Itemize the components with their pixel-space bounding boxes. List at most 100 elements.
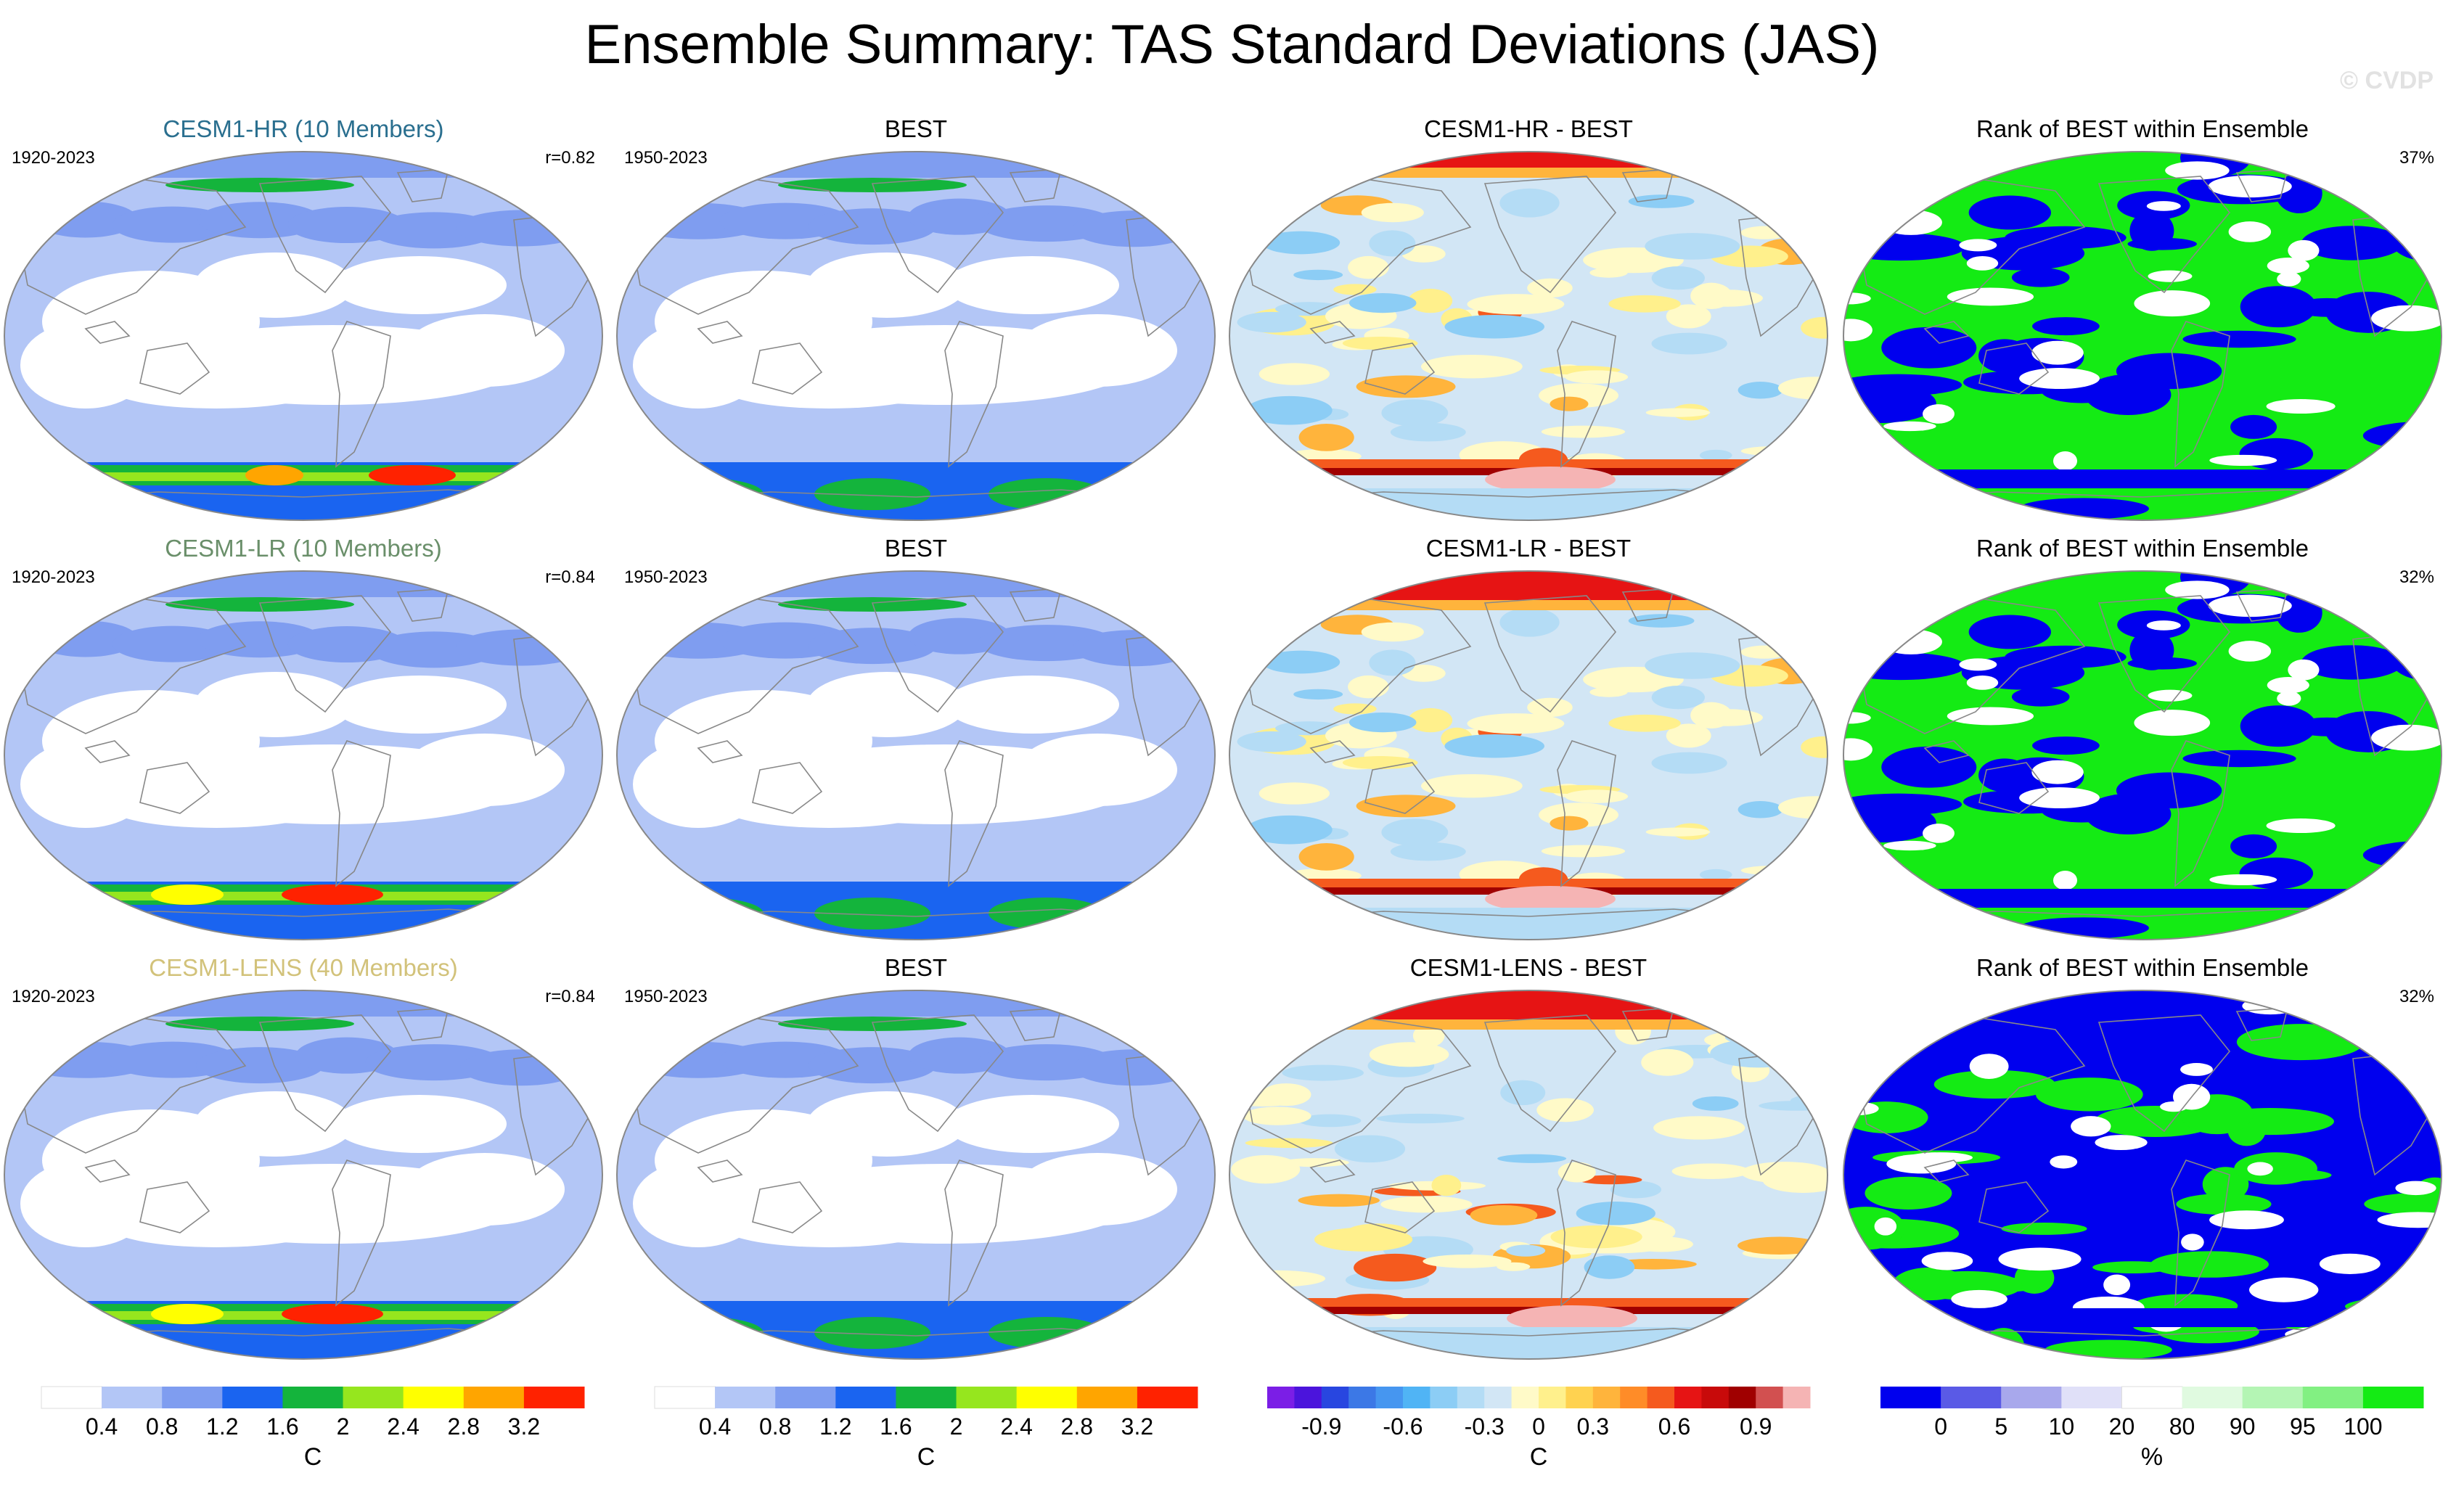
copyright-mark: © CVDP	[2340, 67, 2434, 94]
southern-ocean-patch	[647, 1317, 764, 1349]
rank-patch	[2240, 286, 2317, 328]
rank-white-patch	[2180, 1063, 2213, 1076]
diff-patch	[1298, 843, 1354, 871]
rank-patch	[2001, 1222, 2087, 1235]
diff-patch	[1354, 1253, 1437, 1282]
rank-white-patch	[2266, 818, 2336, 834]
rank-white-patch	[2373, 197, 2408, 214]
diff-patch	[1499, 607, 1560, 637]
map-panel-std: BEST 1950-2023	[616, 115, 1216, 521]
map-outline	[1843, 151, 2442, 521]
rank-patch	[2032, 317, 2100, 336]
diff-patch	[1237, 311, 1306, 333]
rank-patch	[2309, 152, 2397, 179]
diff-patch	[1578, 1175, 1642, 1185]
rank-white-patch	[1843, 738, 1872, 761]
colorbar-swatch	[1375, 1387, 1404, 1408]
diff-patch	[1666, 304, 1711, 329]
rank-patch	[1843, 233, 1966, 261]
rank-white-patch	[1947, 287, 2034, 306]
diff-patch	[1500, 1080, 1546, 1106]
low-variance-zone	[1018, 734, 1177, 806]
coastline	[697, 321, 743, 344]
arctic-band	[1229, 571, 1827, 600]
colorbar-unit: C	[304, 1443, 322, 1471]
diff-patch	[1786, 191, 1827, 201]
colorbar-tick-label: 1.6	[266, 1413, 298, 1440]
rank-white-patch	[2373, 617, 2408, 633]
diff-patch	[1282, 1064, 1364, 1081]
coastline	[1483, 1014, 1617, 1133]
colorbar-tick-label: 2.8	[448, 1413, 480, 1440]
colorbar-swatch	[1348, 1387, 1377, 1408]
rank-patch	[1865, 1176, 1952, 1210]
diff-patch	[1576, 1202, 1655, 1226]
rank-white-patch	[1966, 676, 1999, 690]
diff-patch	[1541, 845, 1626, 858]
panel-period-label: 1950-2023	[624, 567, 708, 587]
colorbar-swatch	[1403, 1387, 1430, 1408]
colorbar-swatch	[2121, 1386, 2183, 1409]
map-panel-diff: CESM1-HR - BEST	[1229, 115, 1828, 521]
diff-patch	[1645, 827, 1711, 837]
low-variance-zone	[195, 253, 354, 318]
panel-period-label: 1950-2023	[624, 987, 708, 1006]
rank-patch	[2182, 750, 2296, 768]
southern-ocean-streak	[1229, 459, 1827, 468]
coastline	[1923, 740, 1970, 763]
rank-white-patch	[1921, 1252, 1973, 1271]
colorbar-swatch	[2302, 1387, 2364, 1408]
diff-patch	[1651, 752, 1727, 774]
diff-patch	[1710, 1038, 1807, 1068]
coastline	[752, 342, 823, 395]
colorbar-swatch	[2061, 1387, 2122, 1408]
mid-variance-patch	[1073, 630, 1195, 667]
diff-patch	[1369, 1042, 1449, 1067]
diff-patch	[1738, 801, 1783, 818]
coastline	[2097, 176, 2231, 294]
colorbar-tick-label: -0.6	[1383, 1413, 1423, 1440]
low-variance-zone	[107, 1204, 325, 1247]
panel-period-label: 1950-2023	[624, 148, 708, 168]
rank-white-patch	[1843, 1101, 1879, 1116]
rank-white-patch	[2377, 1212, 2442, 1228]
low-variance-zone	[720, 365, 938, 409]
diff-patch	[1348, 712, 1417, 733]
rank-patch	[2011, 687, 2070, 707]
colorbar-unit: C	[1530, 1443, 1548, 1471]
coastline	[332, 321, 391, 468]
map-panel-rank: Rank of BEST within Ensemble 37%	[1843, 115, 2442, 521]
rank-white-patch	[1959, 658, 1997, 671]
southern-ocean-band	[1843, 469, 2442, 488]
rank-patch	[2309, 571, 2397, 599]
rank-white-patch	[1883, 421, 1936, 432]
rank-white-patch	[2288, 659, 2320, 681]
diff-patch	[1229, 609, 1278, 635]
rank-white-patch	[2209, 1210, 2284, 1230]
rank-white-patch	[2052, 871, 2078, 890]
colorbar-swatch	[1674, 1387, 1702, 1408]
rank-patch	[2236, 1024, 2365, 1061]
low-variance-zone	[107, 365, 325, 409]
colorbar-tick-label: 10	[2049, 1413, 2075, 1440]
diff-patch	[1691, 709, 1763, 726]
colorbar-unit: C	[917, 1443, 936, 1471]
rank-white-patch	[2031, 340, 2084, 365]
rank-white-patch	[1947, 707, 2034, 726]
diff-patch	[1246, 395, 1333, 425]
coastline	[1851, 176, 2086, 315]
diff-patch	[1261, 1083, 1311, 1107]
rank-white-patch	[2228, 221, 2272, 242]
rank-white-patch	[2148, 689, 2193, 702]
colorbar-swatch	[2182, 1387, 2243, 1408]
rank-white-patch	[1923, 824, 1955, 843]
panel-period-label: 1920-2023	[12, 987, 95, 1006]
colorbar-tick-label: 0.8	[146, 1413, 178, 1440]
colorbar-swatch	[102, 1387, 163, 1408]
coastline	[139, 342, 210, 395]
rank-patch	[1851, 1315, 1897, 1349]
diff-patch	[1641, 1048, 1694, 1076]
southern-ocean-maximum	[1485, 467, 1616, 493]
rank-patch	[1982, 1328, 2025, 1359]
rank-patch	[2129, 210, 2174, 251]
